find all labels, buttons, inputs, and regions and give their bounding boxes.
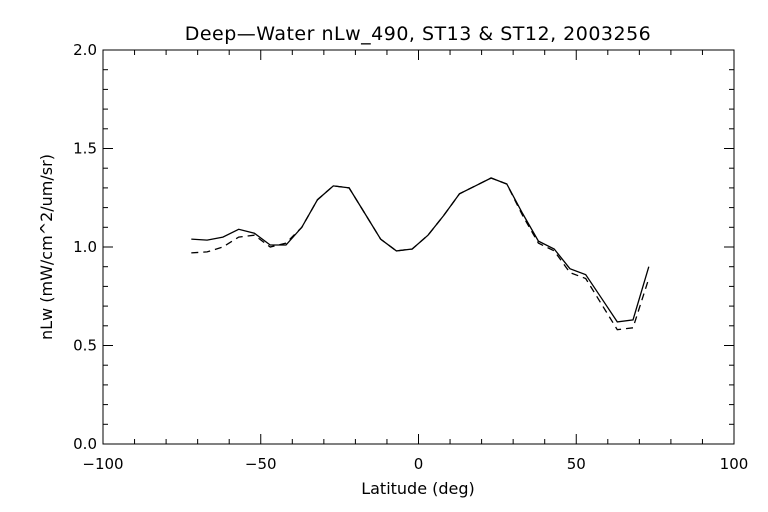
- x-tick-label: 50: [567, 455, 586, 473]
- y-tick-label: 1.5: [73, 140, 97, 158]
- y-tick-label: 0.5: [73, 337, 97, 355]
- chart-title: Deep—Water nLw_490, ST13 & ST12, 2003256: [185, 23, 652, 45]
- y-axis-label: nLw (mW/cm^2/um/sr): [37, 154, 56, 340]
- series-line-dashed: [191, 177, 650, 331]
- x-tick-label: 100: [720, 455, 749, 473]
- x-tick-label: 0: [414, 455, 424, 473]
- plot-frame: [102, 49, 735, 445]
- axis-ticks: [102, 49, 735, 445]
- series-line-solid: [191, 177, 650, 323]
- x-axis-label: Latitude (deg): [361, 479, 475, 498]
- y-tick-label: 1.0: [73, 238, 97, 256]
- y-tick-label: 2.0: [73, 41, 97, 59]
- x-tick-label: −100: [82, 455, 123, 473]
- x-tick-label: −50: [245, 455, 277, 473]
- y-tick-label: 0.0: [73, 435, 97, 453]
- tick-labels: −100 −50 0 50 100 0.0 0.5 1.0 1.5 2.0: [73, 41, 748, 473]
- series-group: [191, 177, 650, 331]
